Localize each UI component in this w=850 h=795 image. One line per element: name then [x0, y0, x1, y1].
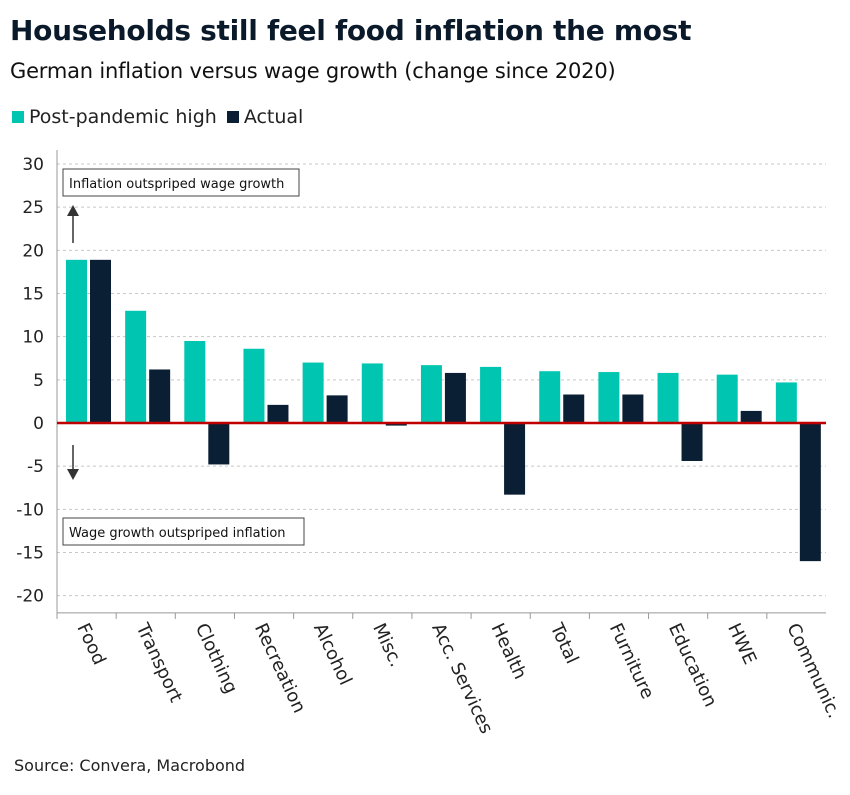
x-tick-label: Alcohol: [309, 620, 356, 688]
legend-item-post-pandemic-high: Post-pandemic high: [12, 106, 217, 128]
bar-post-pandemic-high: [480, 366, 502, 423]
x-tick-label: Acc. Services: [427, 620, 496, 737]
y-tick-label: 15: [22, 285, 44, 305]
bar-actual: [799, 423, 821, 562]
annotation-upper-text: Inflation outspriped wage growth: [69, 177, 284, 192]
annotation-lower-text: Wage growth outspriped inflation: [69, 526, 286, 541]
annotation-box-upper: [62, 168, 300, 197]
x-tick-label: HWE: [723, 620, 760, 668]
bar-actual: [444, 372, 466, 423]
bar-actual: [208, 423, 230, 465]
y-tick-label: -10: [16, 500, 44, 520]
chart-subtitle: German inflation versus wage growth (cha…: [10, 59, 616, 83]
x-tick-label: Communic.: [782, 620, 844, 721]
x-tick-label: Recreation: [250, 620, 310, 716]
legend: Post-pandemic high Actual: [12, 106, 313, 128]
bar-post-pandemic-high: [539, 371, 561, 423]
bar-post-pandemic-high: [184, 340, 206, 423]
bar-post-pandemic-high: [361, 363, 383, 423]
bars: [66, 259, 821, 562]
bar-post-pandemic-high: [657, 372, 679, 423]
y-tick-label: 0: [33, 414, 44, 434]
x-tick-label: Clothing: [191, 620, 242, 697]
x-tick-label: Furniture: [605, 620, 658, 702]
axes: 30 25 20 15 10 5 0 -5 -10 -15 -20 Food Transport Clot…: [16, 150, 844, 737]
y-tick-label: 20: [22, 241, 44, 261]
y-tick-label: -5: [27, 457, 44, 477]
annotation-box-lower: [62, 517, 305, 546]
annotations: Inflation outspriped wage growth Wage gr…: [62, 168, 305, 546]
y-tick-label: -15: [16, 544, 44, 564]
down-arrow-icon: [67, 445, 79, 480]
legend-label-actual: Actual: [243, 106, 304, 128]
bar-actual: [622, 394, 644, 423]
legend-label-post-pandemic-high: Post-pandemic high: [29, 106, 217, 128]
legend-swatch-actual: [226, 111, 239, 123]
bar-post-pandemic-high: [243, 348, 265, 423]
source-note: Source: Convera, Macrobond: [14, 756, 246, 775]
legend-item-actual: Actual: [226, 106, 304, 128]
bar-actual: [563, 394, 585, 423]
bar-post-pandemic-high: [420, 365, 442, 423]
up-arrow-icon: [67, 205, 79, 243]
x-tick-label: Misc.: [368, 620, 406, 670]
bar-actual: [149, 369, 171, 423]
y-tick-label: 30: [22, 155, 44, 175]
bar-actual: [267, 404, 289, 423]
y-tick-label: 5: [33, 371, 44, 391]
bar-actual: [385, 423, 407, 426]
x-tick-label: Total: [545, 619, 582, 667]
bar-post-pandemic-high: [66, 259, 87, 423]
bar-post-pandemic-high: [775, 382, 797, 423]
bar-post-pandemic-high: [125, 310, 147, 423]
legend-swatch-post-pandemic-high: [12, 111, 24, 123]
bar-post-pandemic-high: [598, 372, 620, 423]
bar-post-pandemic-high: [716, 374, 738, 423]
x-tick-label: Health: [487, 620, 531, 682]
bar-actual: [90, 259, 111, 423]
bar-actual: [740, 410, 762, 423]
chart-title: Households still feel food inflation the…: [10, 14, 692, 47]
bar-post-pandemic-high: [302, 362, 324, 423]
bar-actual: [326, 395, 348, 423]
bar-actual: [504, 423, 526, 495]
x-tick-label: Education: [664, 620, 721, 710]
bar-actual: [681, 423, 703, 461]
x-tick-label: Transport: [131, 619, 186, 705]
y-tick-label: -20: [16, 587, 44, 607]
x-tick-label: Food: [72, 620, 109, 668]
y-tick-label: 25: [22, 198, 44, 218]
y-tick-label: 10: [22, 328, 44, 348]
